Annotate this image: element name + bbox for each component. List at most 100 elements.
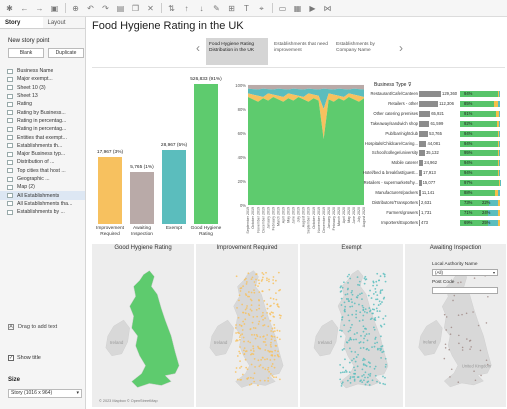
sheet-item[interactable]: Establishments th... [0,142,85,150]
business-type-row[interactable]: Restaurant/Cafe/Canteen 129,360 94% [366,90,506,99]
sheet-item[interactable]: All Establishments tha... [0,200,85,208]
tab-story[interactable]: Story [0,17,43,28]
uk-map[interactable]: Ireland United Kingdom [405,256,507,406]
new-worksheet-icon[interactable]: ▤ [116,3,125,13]
sheet-item[interactable]: Top cities that host ... [0,167,85,175]
sheet-item[interactable]: Map (2) [0,183,85,191]
count-bar[interactable] [419,209,420,216]
rating-percent-bar[interactable]: 24% 71% [460,209,500,216]
count-bar[interactable] [419,170,423,177]
filter-icon[interactable]: ⊽ [407,82,412,88]
sheet-item[interactable]: Rating in percentag... [0,125,85,133]
rating-percent-bar[interactable]: 22% 73% [460,199,500,206]
business-type-row[interactable]: School/college/university 35,132 95% [366,149,506,158]
sheet-item[interactable]: Entities that exempt... [0,133,85,141]
local-authority-select[interactable]: (All) ▾ [432,269,498,276]
sheet-item[interactable]: Geographic ... [0,175,85,183]
save-icon[interactable]: ▣ [50,3,59,13]
rating-percent-bar[interactable]: 94% [460,91,500,97]
duplicate-icon[interactable]: ❐ [131,3,140,13]
uk-map[interactable]: Ireland [92,256,195,406]
rating-percent-bar[interactable]: 25% 69% [460,219,500,226]
map-panel[interactable]: Exempt Ireland [300,244,404,407]
tooltip-icon[interactable]: ▦ [293,3,302,13]
business-type-table[interactable]: Business Type ⊽ Restaurant/Cafe/Canteen 1… [363,82,506,232]
count-bar[interactable] [419,140,427,147]
share-icon[interactable]: ⋈ [323,3,332,13]
sheet-item[interactable]: Sheet 10 (3) [0,84,85,92]
new-data-source-icon[interactable]: ⊕ [72,3,79,13]
bar[interactable] [162,150,186,224]
business-type-row[interactable]: Mobile caterer 24,962 94% [366,159,506,168]
improvement-band[interactable] [248,93,364,139]
business-type-row[interactable]: Manufacturers/packers 11,141 88% [366,189,506,198]
story-title[interactable]: Food Hygiene Rating in the UK [92,20,244,32]
tab-layout[interactable]: Layout [47,20,66,26]
count-bar[interactable] [419,160,424,167]
previous-story-point-icon[interactable]: ‹ [196,41,200,55]
highlight-icon[interactable]: ✎ [213,3,220,13]
present-icon[interactable]: ▶ [309,3,316,13]
fit-dropdown-icon[interactable]: ▭ [278,3,287,13]
count-bar[interactable] [419,100,439,107]
group-icon[interactable]: ⊞ [228,3,235,13]
business-type-row[interactable]: Importers/Exporters 473 25% 69% [366,219,506,228]
forward-icon[interactable]: → [35,3,44,13]
rating-percent-bar[interactable]: 92% [460,120,500,127]
bar[interactable] [98,157,122,224]
count-bar[interactable] [419,150,425,157]
story-point-3[interactable]: Establishments by Company Name [336,42,375,53]
rating-percent-bar[interactable]: 94% [460,160,500,167]
rating-bar-chart[interactable]: 17,967 (3%) Improvement Required 5,765 (1%… [92,76,232,244]
sort-asc-icon[interactable]: ↑ [184,3,189,13]
sheet-item[interactable]: Rating by Business... [0,108,85,116]
count-bar[interactable] [419,199,420,206]
business-type-row[interactable]: Retailers - other 112,306 85% [366,100,506,109]
tableau-logo-icon[interactable]: ✱ [6,3,13,13]
map-panel[interactable]: Good Hygiene Rating Ireland [92,244,195,407]
good-band[interactable] [248,97,364,205]
rating-trend-area-chart[interactable]: 100% 80% 60% 40% 20% 0% September 2019 October … [234,83,366,245]
redo-icon[interactable]: ↷ [102,3,109,13]
bar[interactable] [194,84,218,224]
count-bar[interactable] [419,120,430,127]
sheet-item[interactable]: Rating in percentag... [0,117,85,125]
count-bar[interactable] [419,180,422,187]
size-select[interactable]: Story (1016 x 964) ▾ [8,389,82,398]
sheet-item[interactable]: Major Business typ... [0,150,85,158]
business-type-row[interactable]: Pub/bar/nightclub 53,765 94% [366,130,506,139]
count-bar[interactable] [419,110,431,117]
next-story-point-icon[interactable]: › [399,41,403,55]
business-type-row[interactable]: Hotel/bed & breakfast/guest... 17,913 94% [363,169,506,178]
business-type-row[interactable]: Farmers/growers 1,731 24% 71% [366,209,506,218]
count-bar[interactable] [419,91,441,97]
count-bar[interactable] [419,190,421,196]
duplicate-button[interactable]: Duplicate [48,48,84,58]
business-type-row[interactable]: Distributors/Transporters 2,631 22% 73% [366,199,506,208]
rating-percent-bar[interactable]: 94% [460,130,500,137]
count-bar[interactable] [419,219,420,226]
rating-percent-bar[interactable]: 91% [460,110,500,117]
back-icon[interactable]: ← [20,3,29,13]
rating-percent-bar[interactable]: 94% [460,170,500,177]
label-icon[interactable]: T [244,3,249,13]
uk-map[interactable]: Ireland [300,256,404,406]
uk-map[interactable]: Ireland [196,256,299,406]
map-panel[interactable]: Improvement Required Ireland [196,244,299,407]
sheet-item[interactable]: Sheet 13 [0,92,85,100]
sheet-item[interactable]: Major exempt... [0,75,85,83]
rating-percent-bar[interactable]: 95% [460,150,500,157]
rating-percent-bar[interactable]: 85% [460,100,500,107]
clear-icon[interactable]: ✕ [147,3,154,13]
show-title-toggle[interactable]: ✓ Show title [8,355,41,361]
post-code-input[interactable] [432,287,498,294]
rating-percent-bar[interactable]: 94% [460,140,500,147]
show-title-checkbox[interactable]: ✓ [8,355,14,361]
business-type-row[interactable]: Other catering premises 65,921 91% [366,110,506,119]
sheet-item[interactable]: Distribution of ... [0,158,85,166]
sheet-item[interactable]: All Establishments [0,191,85,200]
sort-desc-icon[interactable]: ↓ [199,3,204,13]
exempt-band[interactable] [248,88,364,109]
blank-button[interactable]: Blank [8,48,44,58]
rating-percent-bar[interactable]: 97% [460,180,500,187]
